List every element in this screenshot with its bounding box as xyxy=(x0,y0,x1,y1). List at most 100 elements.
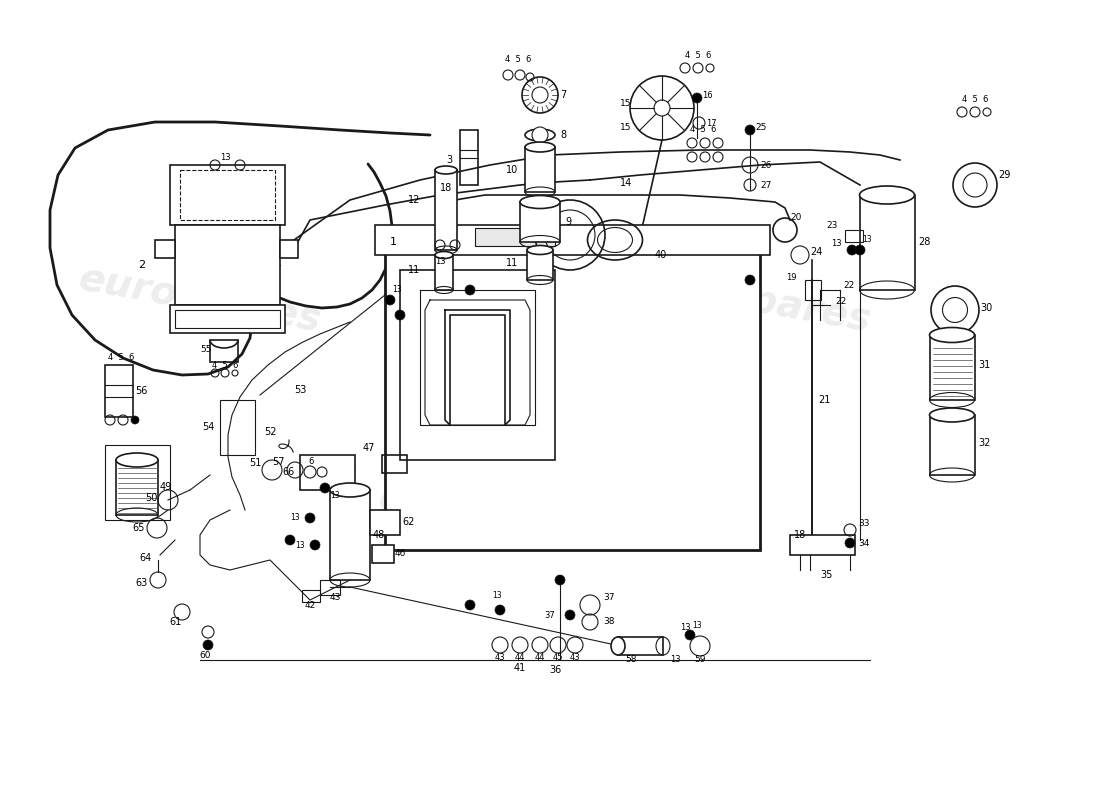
Bar xyxy=(930,335,975,400)
Text: 50: 50 xyxy=(145,493,158,503)
Bar xyxy=(400,270,556,460)
Ellipse shape xyxy=(434,166,456,174)
Circle shape xyxy=(310,540,320,550)
Text: 29: 29 xyxy=(998,170,1011,180)
Text: 54: 54 xyxy=(202,422,215,432)
Circle shape xyxy=(465,600,475,610)
Text: 7: 7 xyxy=(560,90,566,100)
Circle shape xyxy=(320,483,330,493)
Text: 31: 31 xyxy=(978,360,990,370)
Text: 41: 41 xyxy=(514,663,526,673)
Text: 43: 43 xyxy=(495,654,505,662)
Text: 44: 44 xyxy=(515,654,526,662)
Circle shape xyxy=(745,275,755,285)
Text: 44: 44 xyxy=(535,654,546,662)
Bar xyxy=(104,365,133,417)
Text: 25: 25 xyxy=(755,123,767,133)
Text: 14: 14 xyxy=(619,178,632,188)
Text: 64: 64 xyxy=(140,553,152,563)
Bar xyxy=(210,340,238,362)
Text: 60: 60 xyxy=(199,650,211,659)
Text: 3: 3 xyxy=(446,155,452,165)
Text: 13: 13 xyxy=(862,235,871,245)
Bar xyxy=(385,250,760,550)
Text: 61: 61 xyxy=(169,617,182,627)
Text: 59: 59 xyxy=(694,655,706,665)
Text: 18: 18 xyxy=(440,183,452,193)
Text: 55: 55 xyxy=(200,346,211,354)
Text: 6: 6 xyxy=(308,458,314,466)
Bar xyxy=(170,305,285,333)
Text: 62: 62 xyxy=(402,517,415,527)
Text: 11: 11 xyxy=(506,258,518,268)
Bar xyxy=(460,130,478,185)
Circle shape xyxy=(204,640,213,650)
Text: 34: 34 xyxy=(858,538,869,547)
Ellipse shape xyxy=(859,186,914,204)
Text: 56: 56 xyxy=(135,386,147,396)
Text: 13: 13 xyxy=(680,623,691,633)
Text: 37: 37 xyxy=(603,594,615,602)
Ellipse shape xyxy=(930,327,975,342)
Circle shape xyxy=(565,610,575,620)
Bar xyxy=(330,490,370,580)
Bar xyxy=(300,455,355,490)
Bar xyxy=(220,400,255,455)
Text: 22: 22 xyxy=(835,298,846,306)
Circle shape xyxy=(305,513,315,523)
Text: 17: 17 xyxy=(706,118,716,127)
Text: 13: 13 xyxy=(296,541,305,550)
Bar xyxy=(845,230,864,242)
Bar xyxy=(104,445,170,520)
Bar xyxy=(790,535,855,555)
Circle shape xyxy=(495,605,505,615)
Bar xyxy=(175,310,280,328)
Text: 28: 28 xyxy=(918,237,931,247)
Bar xyxy=(170,165,285,225)
Text: 58: 58 xyxy=(625,655,637,665)
Text: 52: 52 xyxy=(264,427,277,437)
Text: 13: 13 xyxy=(832,238,842,247)
Text: 22: 22 xyxy=(843,281,855,290)
Text: 4  5  6: 4 5 6 xyxy=(505,55,531,65)
Text: 10: 10 xyxy=(506,165,518,175)
Text: 24: 24 xyxy=(810,247,823,257)
Circle shape xyxy=(685,630,695,640)
Ellipse shape xyxy=(525,129,556,141)
Text: 45: 45 xyxy=(552,654,563,662)
Bar xyxy=(280,240,298,258)
Circle shape xyxy=(845,538,855,548)
Text: 9: 9 xyxy=(565,217,571,227)
Text: 46: 46 xyxy=(395,550,406,558)
Text: 48: 48 xyxy=(373,530,385,540)
Text: 32: 32 xyxy=(978,438,990,448)
Bar xyxy=(180,170,275,220)
Text: 43: 43 xyxy=(329,594,341,602)
Text: 33: 33 xyxy=(858,519,869,529)
Text: 42: 42 xyxy=(305,602,316,610)
Text: eurospares: eurospares xyxy=(76,260,324,340)
Text: 16: 16 xyxy=(702,91,713,101)
Ellipse shape xyxy=(434,251,453,258)
Text: 23: 23 xyxy=(826,221,838,230)
Bar xyxy=(175,225,280,305)
Circle shape xyxy=(385,295,395,305)
Ellipse shape xyxy=(520,195,560,209)
Text: 57: 57 xyxy=(273,457,285,467)
Ellipse shape xyxy=(116,453,158,467)
Text: 8: 8 xyxy=(560,130,566,140)
Text: 27: 27 xyxy=(760,181,771,190)
Text: 66: 66 xyxy=(283,467,295,477)
Text: 13: 13 xyxy=(220,153,231,162)
Bar xyxy=(930,415,975,475)
Text: 36: 36 xyxy=(549,665,561,675)
Bar xyxy=(382,455,407,473)
Text: 11: 11 xyxy=(408,265,420,275)
Bar xyxy=(155,240,175,258)
Text: 47: 47 xyxy=(363,443,375,453)
Bar xyxy=(372,545,394,563)
Circle shape xyxy=(131,416,139,424)
Text: 20: 20 xyxy=(790,214,802,222)
Text: 38: 38 xyxy=(603,618,615,626)
Text: 4  5  6: 4 5 6 xyxy=(212,361,239,370)
